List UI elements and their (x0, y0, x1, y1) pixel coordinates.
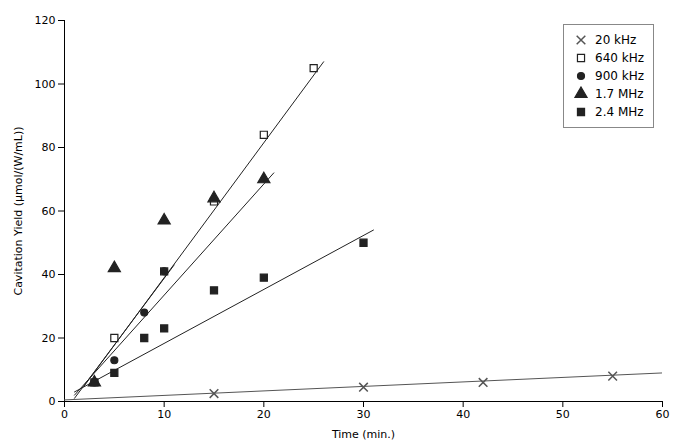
html-text:1.7 MHz: 1.7 MHz (595, 87, 644, 101)
svg-text:0: 0 (49, 395, 56, 408)
svg-text:30: 30 (357, 408, 371, 421)
svg-text:Time (min.): Time (min.) (331, 428, 395, 441)
svg-text:100: 100 (35, 78, 56, 91)
svg-text:50: 50 (556, 408, 570, 421)
svg-text:60: 60 (42, 205, 56, 218)
html-text:900 kHz: 900 kHz (595, 69, 644, 83)
svg-text:10: 10 (157, 408, 171, 421)
svg-text:60: 60 (656, 408, 670, 421)
svg-text:20: 20 (42, 332, 56, 345)
html-text:2.4 MHz: 2.4 MHz (595, 105, 644, 119)
html-text:640 kHz: 640 kHz (595, 51, 644, 65)
svg-text:0: 0 (61, 408, 68, 421)
svg-text:Cavitation Yield (μmol/(W/mL)): Cavitation Yield (μmol/(W/mL)) (12, 126, 25, 295)
svg-text:120: 120 (35, 14, 56, 27)
svg-text:40: 40 (42, 268, 56, 281)
svg-text:20: 20 (257, 408, 271, 421)
html-text:20 kHz: 20 kHz (595, 33, 637, 47)
svg-text:80: 80 (42, 141, 56, 154)
svg-text:40: 40 (456, 408, 470, 421)
